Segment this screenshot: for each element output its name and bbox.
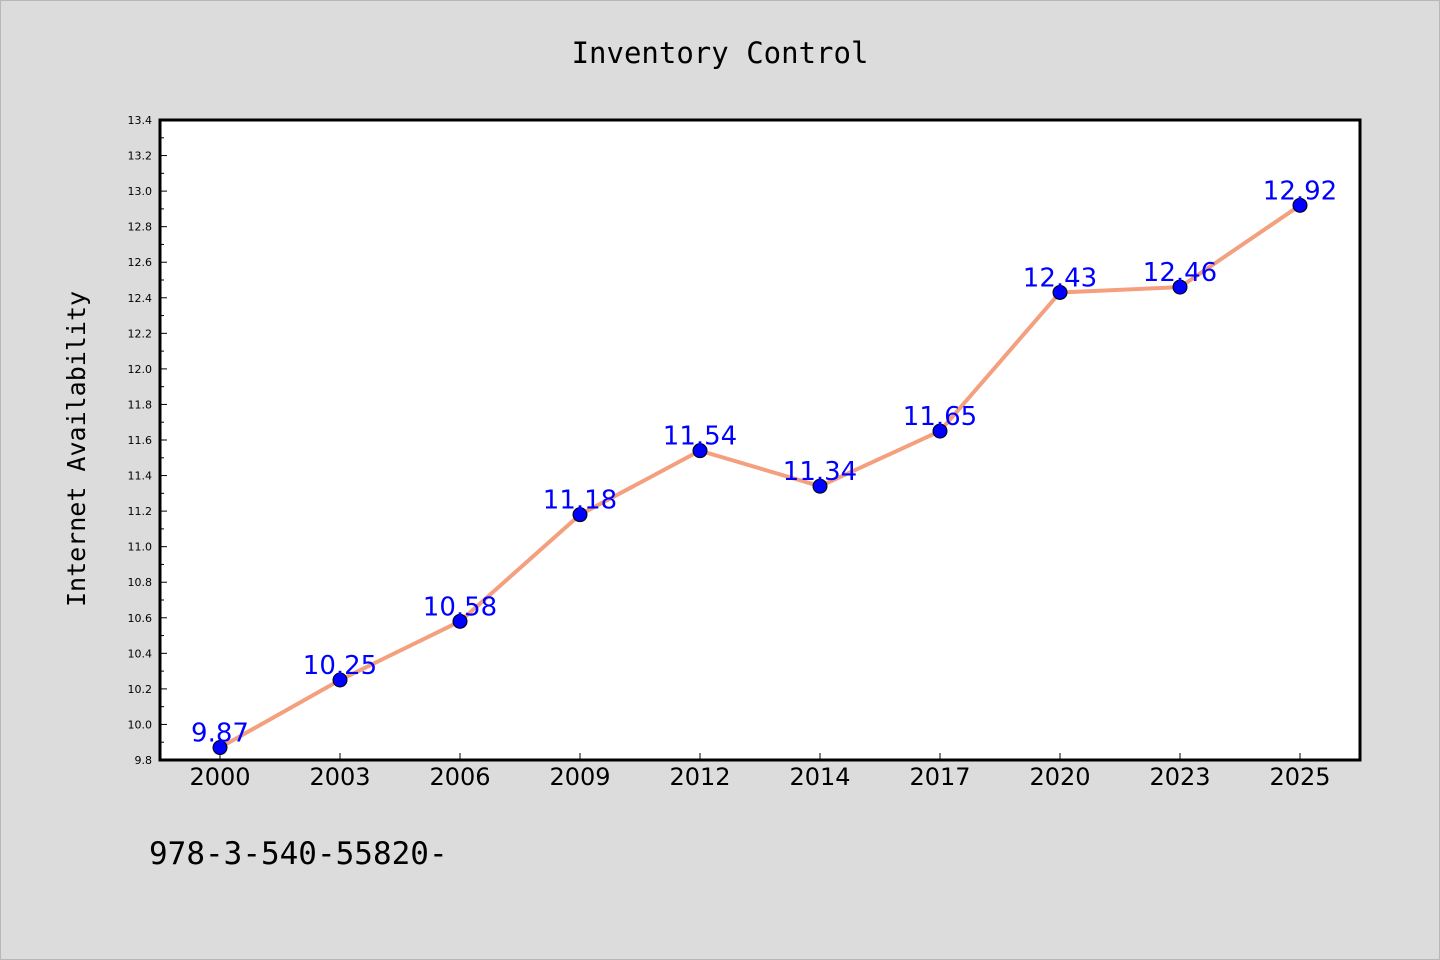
y-tick-label: 10.2 (128, 683, 153, 696)
x-tick-label: 2017 (909, 763, 970, 791)
data-point (1292, 197, 1308, 213)
data-label: 11.65 (903, 402, 977, 432)
x-axis-ticks: 2000 2003 2006 2009 2012 2014 2017 2020 2023 2025 (189, 753, 1331, 791)
y-tick-label: 12.8 (128, 221, 153, 234)
y-tick-label: 10.8 (128, 576, 153, 589)
y-tick-label: 11.6 (128, 434, 153, 447)
data-label: 9.87 (191, 719, 249, 749)
x-tick-label: 2003 (309, 763, 370, 791)
y-tick-label: 11.4 (128, 470, 153, 483)
y-tick-label: 9.8 (135, 754, 153, 767)
y-tick-label: 11.8 (128, 398, 153, 411)
data-point (452, 613, 468, 629)
data-point (692, 443, 708, 459)
data-point (1052, 284, 1068, 300)
data-label: 12.92 (1263, 176, 1337, 206)
data-point (332, 672, 348, 688)
y-tick-label: 12.6 (128, 256, 153, 269)
chart-title: Inventory Control (572, 36, 869, 70)
data-label: 11.54 (663, 422, 737, 452)
y-axis-label: Internet Availability (62, 291, 91, 607)
plot-area (160, 120, 1360, 760)
y-tick-label: 11.0 (128, 541, 153, 554)
x-tick-label: 2014 (789, 763, 850, 791)
data-label: 11.18 (543, 486, 617, 516)
x-tick-label: 2009 (549, 763, 610, 791)
data-point (932, 423, 948, 439)
x-tick-label: 2020 (1029, 763, 1090, 791)
y-tick-label: 12.2 (128, 327, 153, 340)
x-tick-label: 2025 (1269, 763, 1330, 791)
plot-frame (158, 118, 1362, 762)
data-label: 12.43 (1023, 263, 1097, 293)
y-tick-label: 10.0 (128, 718, 153, 731)
y-tick-label: 10.6 (128, 612, 153, 625)
y-axis-ticks: 9.8 10.0 10.2 10.4 10.6 10.8 11.0 11.2 11.4 11.6 1… (128, 114, 167, 767)
series-line (218, 203, 1302, 750)
y-tick-label: 12.0 (128, 363, 153, 376)
data-labels: 9.87 10.25 10.58 11.18 11.54 11.34 11.65 12.43 1… (191, 176, 1337, 748)
y-tick-label: 12.4 (128, 292, 153, 305)
x-tick-label: 2006 (429, 763, 490, 791)
y-tick-label: 13.2 (128, 150, 153, 163)
x-tick-label: 2000 (189, 763, 250, 791)
data-label: 10.25 (303, 651, 377, 681)
footer-text: 978-3-540-55820- (149, 836, 448, 872)
data-label: 11.34 (783, 457, 857, 487)
data-point (572, 507, 588, 523)
data-label: 10.58 (423, 592, 497, 622)
data-point (1172, 279, 1188, 295)
data-label: 12.46 (1143, 258, 1217, 288)
x-tick-label: 2023 (1149, 763, 1210, 791)
data-point (212, 740, 228, 756)
data-series (212, 197, 1308, 756)
data-point (812, 478, 828, 494)
y-tick-label: 13.4 (128, 114, 153, 127)
y-tick-label: 10.4 (128, 647, 153, 660)
y-tick-label: 11.2 (128, 505, 153, 518)
x-tick-label: 2012 (669, 763, 730, 791)
y-tick-label: 13.0 (128, 185, 153, 198)
